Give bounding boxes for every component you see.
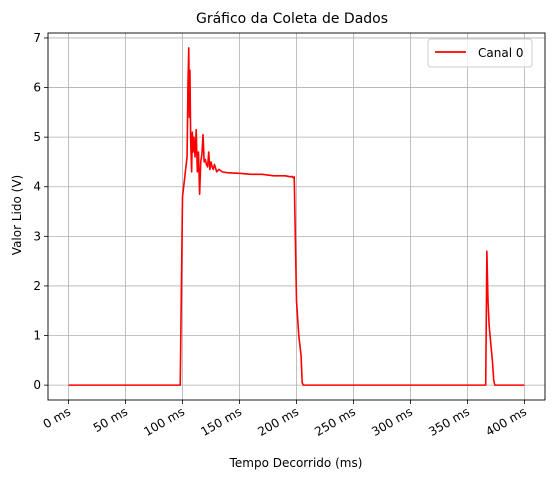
- legend: Canal 0: [427, 38, 533, 68]
- y-tick-label: 3: [33, 229, 41, 243]
- y-tick-label: 4: [33, 180, 41, 194]
- chart-title: Gráfico da Coleta de Dados: [196, 11, 388, 27]
- y-axis-label: Valor Lido (V): [10, 175, 24, 255]
- y-tick-label: 0: [33, 378, 41, 392]
- x-axis-label: Tempo Decorrido (ms): [229, 456, 363, 470]
- y-tick-label: 5: [33, 130, 41, 144]
- y-tick-label: 2: [33, 279, 41, 293]
- grid: [48, 33, 545, 400]
- y-tick-label: 1: [33, 329, 41, 343]
- y-tick-label: 7: [33, 31, 41, 45]
- series-layer: [68, 47, 525, 386]
- y-axis-ticks: 0 1 2 3 4 5 6 7: [33, 31, 48, 392]
- legend-label: Canal 0: [478, 46, 523, 60]
- series-line-canal-0: [68, 47, 525, 386]
- legend-box: [427, 38, 533, 68]
- y-tick-label: 6: [33, 81, 41, 95]
